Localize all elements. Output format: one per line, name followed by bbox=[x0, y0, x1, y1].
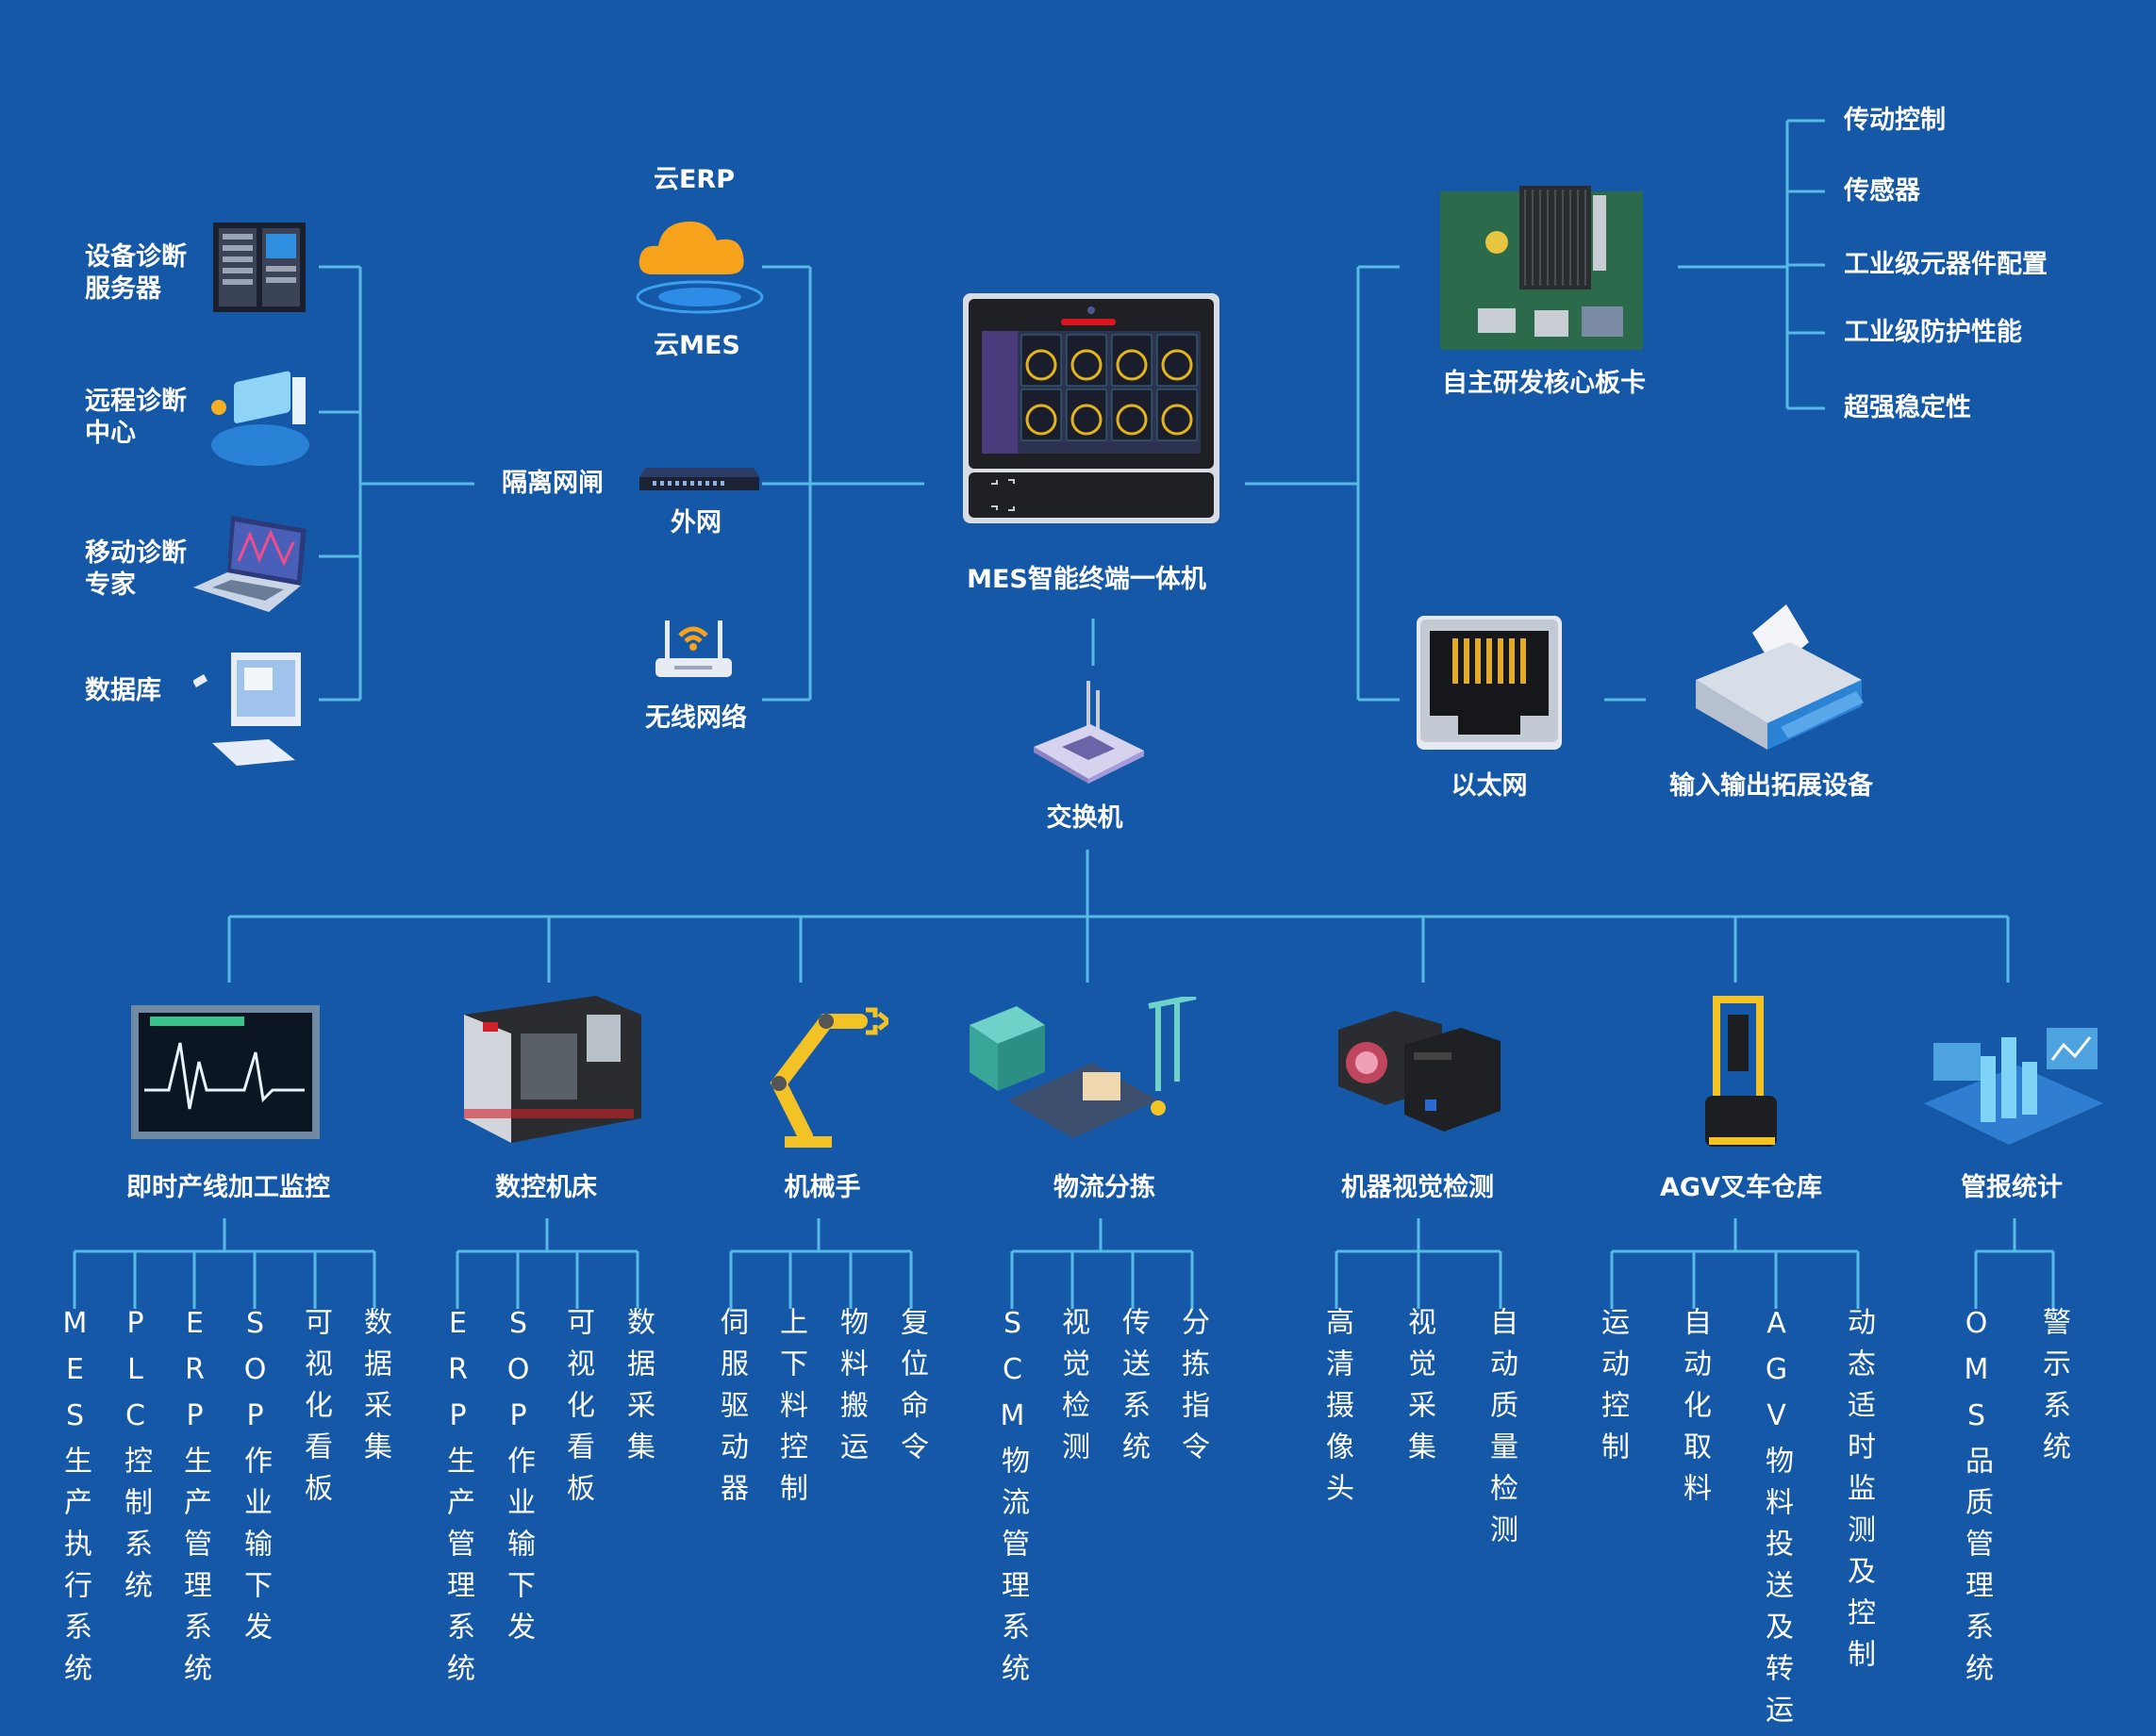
remote-center-label-line: 中心 bbox=[85, 419, 136, 448]
mes-terminal-icon[interactable] bbox=[963, 293, 1219, 523]
server-label: 设备诊断 服务器 bbox=[85, 241, 187, 306]
monitor-icon bbox=[131, 1005, 320, 1139]
sub-item: 可视化看板 bbox=[299, 1307, 332, 1514]
cnc-machine-icon bbox=[464, 996, 641, 1143]
feature-item: 超强稳定性 bbox=[1844, 393, 1971, 422]
module-title: 机器视觉检测 bbox=[1341, 1173, 1494, 1202]
laptop-icon bbox=[193, 516, 307, 612]
sub-item: AGV物料投送及转运 bbox=[1760, 1307, 1793, 1736]
sub-bracket bbox=[73, 1218, 376, 1309]
logistics-icon bbox=[970, 997, 1197, 1138]
sub-item: 视觉检测 bbox=[1056, 1307, 1089, 1473]
printer-icon bbox=[1696, 604, 1864, 750]
sub-item: 高清摄像头 bbox=[1320, 1307, 1353, 1514]
connector-lines bbox=[73, 119, 2055, 1309]
mobile-expert-label-line: 移动诊断 bbox=[85, 538, 187, 568]
sub-bracket bbox=[456, 1218, 639, 1309]
wireless-router-icon bbox=[655, 620, 732, 677]
module-title: 物流分拣 bbox=[1053, 1173, 1155, 1202]
feature-item: 工业级元器件配置 bbox=[1844, 250, 2048, 279]
sub-item: 物料搬运 bbox=[835, 1307, 868, 1473]
cloud-erp-label: 云ERP bbox=[653, 165, 736, 194]
database-icon bbox=[193, 653, 301, 766]
sub-item: ERP生产管理系统 bbox=[441, 1307, 474, 1695]
io-device-label: 输入输出拓展设备 bbox=[1669, 771, 1873, 801]
remote-center-icon bbox=[211, 371, 309, 466]
sub-item: 动态适时监测及控制 bbox=[1842, 1307, 1875, 1680]
module-title: AGV叉车仓库 bbox=[1660, 1173, 1822, 1202]
cloud-icon bbox=[636, 221, 764, 314]
camera-icon bbox=[1338, 1011, 1501, 1132]
mobile-expert-label-line: 专家 bbox=[85, 570, 136, 600]
server-label-line: 服务器 bbox=[85, 274, 161, 304]
network-switch-icon bbox=[639, 468, 759, 490]
sub-item: SOP作业输下发 bbox=[502, 1307, 535, 1653]
sub-item: SOP作业输下发 bbox=[239, 1307, 272, 1653]
ethernet-label: 以太网 bbox=[1451, 771, 1528, 801]
sub-item: 分拣指令 bbox=[1176, 1307, 1209, 1473]
sub-item: 复位命令 bbox=[895, 1307, 928, 1473]
feature-item: 工业级防护性能 bbox=[1844, 318, 2022, 347]
sub-item: PLC控制系统 bbox=[119, 1307, 152, 1612]
sub-item: SCM物流管理系统 bbox=[996, 1307, 1029, 1695]
sub-item: 自动化取料 bbox=[1678, 1307, 1711, 1514]
module-title: 机械手 bbox=[784, 1173, 861, 1202]
sub-bracket bbox=[1974, 1218, 2055, 1309]
sub-bracket bbox=[1335, 1218, 1502, 1309]
remote-center-label-line: 远程诊断 bbox=[85, 387, 187, 416]
core-board-icon bbox=[1440, 186, 1643, 350]
sub-bracket bbox=[1610, 1218, 1860, 1309]
sub-item: 可视化看板 bbox=[561, 1307, 594, 1514]
sub-item: 传送系统 bbox=[1117, 1307, 1150, 1473]
module-title: 数控机床 bbox=[495, 1173, 597, 1202]
module-title: 即时产线加工监控 bbox=[126, 1173, 330, 1202]
database-label: 数据库 bbox=[85, 676, 161, 705]
feature-item: 传动控制 bbox=[1844, 106, 1946, 135]
module-title: 管报统计 bbox=[1961, 1173, 2063, 1202]
sub-item: ERP生产管理系统 bbox=[178, 1307, 211, 1695]
robot-arm-icon bbox=[770, 1007, 888, 1148]
sub-item: 运动控制 bbox=[1596, 1307, 1629, 1473]
sub-item: 上下料控制 bbox=[774, 1307, 807, 1514]
server-icon bbox=[213, 223, 306, 312]
sub-bracket bbox=[729, 1218, 913, 1309]
gatekeeper-label: 隔离网闸 bbox=[502, 469, 604, 498]
sub-item: MES生产执行系统 bbox=[58, 1307, 91, 1695]
sub-item: 伺服驱动器 bbox=[715, 1307, 748, 1514]
sub-item: 数据采集 bbox=[358, 1307, 391, 1473]
remote-center-label: 远程诊断 中心 bbox=[85, 386, 187, 450]
extranet-label: 外网 bbox=[671, 508, 721, 537]
server-label-line: 设备诊断 bbox=[85, 242, 187, 272]
feature-item: 传感器 bbox=[1844, 176, 1920, 206]
sub-item: 视觉采集 bbox=[1402, 1307, 1435, 1473]
wireless-label: 无线网络 bbox=[645, 703, 747, 733]
switch-router-icon bbox=[1034, 681, 1144, 784]
mobile-expert-label: 移动诊断 专家 bbox=[85, 537, 187, 602]
forklift-icon bbox=[1705, 996, 1777, 1147]
cloud-mes-label: 云MES bbox=[654, 331, 740, 360]
switch-label: 交换机 bbox=[1046, 803, 1123, 833]
sub-item: 数据采集 bbox=[622, 1307, 655, 1473]
ethernet-port-icon bbox=[1417, 616, 1562, 750]
sub-item: 自动质量检测 bbox=[1484, 1307, 1517, 1556]
sub-item: 警示系统 bbox=[2037, 1307, 2070, 1473]
mes-terminal-label: MES智能终端一体机 bbox=[967, 565, 1206, 594]
statistics-icon bbox=[1924, 1028, 2103, 1145]
sub-item: OMS品质管理系统 bbox=[1960, 1307, 1993, 1695]
sub-bracket bbox=[1010, 1218, 1194, 1309]
core-board-label: 自主研发核心板卡 bbox=[1442, 369, 1646, 398]
